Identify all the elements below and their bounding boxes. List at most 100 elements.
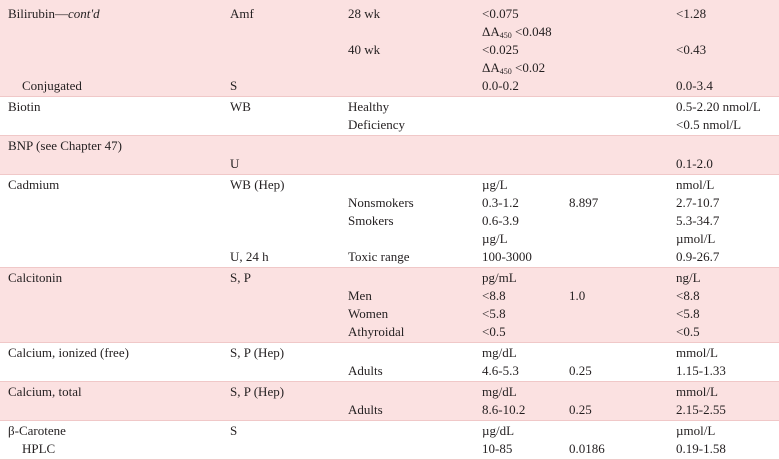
- conversion-factor-cell: 1.0: [569, 288, 586, 303]
- specimen-cell: S, P: [230, 270, 251, 285]
- conversion-factor-cell: 0.25: [569, 363, 592, 378]
- value-main: ΔA: [482, 60, 500, 75]
- si-value-cell: nmol/L: [676, 177, 715, 192]
- table-row: 40 wk <0.025 <0.43: [0, 41, 779, 59]
- conventional-value-cell: µg/L: [482, 177, 508, 192]
- table-row-group: Biotin WB Healthy 0.5-2.20 nmol/L Deficiency…: [0, 97, 779, 136]
- table-row-group: Calcitonin S, P pg/mL ng/L Men <8.8 1.0 <8.8 Wom…: [0, 268, 779, 343]
- analyte-cell: Conjugated: [8, 77, 82, 95]
- si-value-cell: <5.8: [676, 306, 700, 321]
- si-value-cell: 5.3-34.7: [676, 213, 720, 228]
- table-row: Deficiency <0.5 nmol/L: [0, 116, 779, 134]
- table-row: U, 24 h Toxic range 100-3000 0.9-26.7: [0, 248, 779, 266]
- conventional-value-cell: ΔA450 <0.048: [482, 23, 552, 41]
- conventional-value-cell: <0.075: [482, 6, 519, 21]
- table-row: Nonsmokers 0.3-1.2 8.897 2.7-10.7: [0, 194, 779, 212]
- table-row: HPLC 10-85 0.0186 0.19-1.58: [0, 440, 779, 458]
- table-row: U 0.1-2.0: [0, 155, 779, 173]
- conventional-value-cell: 0.0-0.2: [482, 78, 519, 93]
- condition-cell: 40 wk: [348, 42, 381, 57]
- table-row: µg/L µmol/L: [0, 230, 779, 248]
- si-value-cell: <0.5 nmol/L: [676, 117, 742, 132]
- table-row: Smokers 0.6-3.9 5.3-34.7: [0, 212, 779, 230]
- table-row: Men <8.8 1.0 <8.8: [0, 287, 779, 305]
- conventional-value-cell: 0.3-1.2: [482, 195, 519, 210]
- conventional-value-cell: ΔA450 <0.02: [482, 59, 545, 77]
- condition-cell: Healthy: [348, 99, 390, 114]
- si-value-cell: 0.0-3.4: [676, 78, 713, 93]
- continued-note: cont'd: [67, 6, 100, 21]
- condition-cell: Toxic range: [348, 249, 410, 264]
- table-row: Calcium, ionized (free) S, P (Hep) mg/dL mm…: [0, 344, 779, 362]
- table-row-group: Bilirubin—cont'd Amf 28 wk <0.075 <1.28 ΔA450…: [0, 0, 779, 97]
- table-row: Adults 4.6-5.3 0.25 1.15-1.33: [0, 362, 779, 380]
- specimen-cell: Amf: [230, 6, 254, 21]
- table-row: Biotin WB Healthy 0.5-2.20 nmol/L: [0, 98, 779, 116]
- conversion-factor-cell: 0.25: [569, 402, 592, 417]
- si-value-cell: 0.9-26.7: [676, 249, 720, 264]
- condition-cell: Nonsmokers: [348, 195, 414, 210]
- table-row: ΔA450 <0.02: [0, 59, 779, 77]
- condition-cell: Adults: [348, 402, 383, 417]
- condition-cell: Smokers: [348, 213, 394, 228]
- conventional-value-cell: pg/mL: [482, 270, 517, 285]
- conventional-value-cell: µg/dL: [482, 423, 515, 438]
- analyte-cell: Biotin: [8, 99, 41, 114]
- si-value-cell: <0.43: [676, 42, 707, 57]
- analyte-cell: Cadmium: [8, 177, 60, 192]
- condition-cell: Adults: [348, 363, 383, 378]
- value-main: ΔA: [482, 24, 500, 39]
- si-value-cell: mmol/L: [676, 345, 718, 360]
- analyte-cell: Bilirubin—cont'd: [8, 5, 100, 23]
- specimen-cell: U, 24 h: [230, 249, 269, 264]
- conventional-value-cell: mg/dL: [482, 384, 517, 399]
- si-value-cell: mmol/L: [676, 384, 718, 399]
- table-row: Adults 8.6-10.2 0.25 2.15-2.55: [0, 401, 779, 419]
- specimen-cell: S: [230, 423, 238, 438]
- table-row: Conjugated S 0.0-0.2 0.0-3.4: [0, 77, 779, 95]
- si-value-cell: µmol/L: [676, 231, 716, 246]
- table-row-group: Calcium, ionized (free) S, P (Hep) mg/dL mm…: [0, 343, 779, 382]
- conventional-value-cell: 0.6-3.9: [482, 213, 519, 228]
- conventional-value-cell: <5.8: [482, 306, 506, 321]
- table-row: ΔA450 <0.048: [0, 23, 779, 41]
- si-value-cell: <0.5: [676, 324, 700, 339]
- specimen-cell: U: [230, 156, 240, 171]
- conversion-factor-cell: 8.897: [569, 195, 599, 210]
- value-sub: 450: [499, 31, 512, 40]
- specimen-cell: S: [230, 78, 238, 93]
- si-value-cell: 0.19-1.58: [676, 441, 726, 456]
- condition-cell: Deficiency: [348, 117, 406, 132]
- si-value-cell: µmol/L: [676, 423, 716, 438]
- analyte-name: Bilirubin—: [8, 6, 68, 21]
- si-value-cell: 2.7-10.7: [676, 195, 720, 210]
- conventional-value-cell: <8.8: [482, 288, 506, 303]
- table-row: Calcium, total S, P (Hep) mg/dL mmol/L: [0, 383, 779, 401]
- value-rest: <0.048: [511, 24, 552, 39]
- analyte-cell: BNP (see Chapter 47): [8, 138, 122, 153]
- conventional-value-cell: 100-3000: [482, 249, 532, 264]
- conventional-value-cell: µg/L: [482, 231, 508, 246]
- si-value-cell: 0.5-2.20 nmol/L: [676, 99, 761, 114]
- conventional-value-cell: 8.6-10.2: [482, 402, 526, 417]
- analyte-cell: β-Carotene: [8, 423, 66, 438]
- table-row: Athyroidal <0.5 <0.5: [0, 323, 779, 341]
- analyte-cell: Calcitonin: [8, 270, 63, 285]
- conventional-value-cell: 4.6-5.3: [482, 363, 519, 378]
- table-row-group: BNP (see Chapter 47) U 0.1-2.0: [0, 136, 779, 175]
- si-value-cell: 0.1-2.0: [676, 156, 713, 171]
- value-sub: 450: [499, 67, 512, 76]
- specimen-cell: WB: [230, 99, 251, 114]
- analyte-cell: HPLC: [8, 440, 55, 458]
- table-row: Women <5.8 <5.8: [0, 305, 779, 323]
- analyte-cell: Calcium, total: [8, 384, 82, 399]
- specimen-cell: S, P (Hep): [230, 345, 285, 360]
- analyte-cell: Calcium, ionized (free): [8, 345, 129, 360]
- table-row-group: Cadmium WB (Hep) µg/L nmol/L Nonsmokers 0.3-1…: [0, 175, 779, 268]
- conventional-value-cell: <0.5: [482, 324, 506, 339]
- si-value-cell: 1.15-1.33: [676, 363, 726, 378]
- si-value-cell: <1.28: [676, 6, 707, 21]
